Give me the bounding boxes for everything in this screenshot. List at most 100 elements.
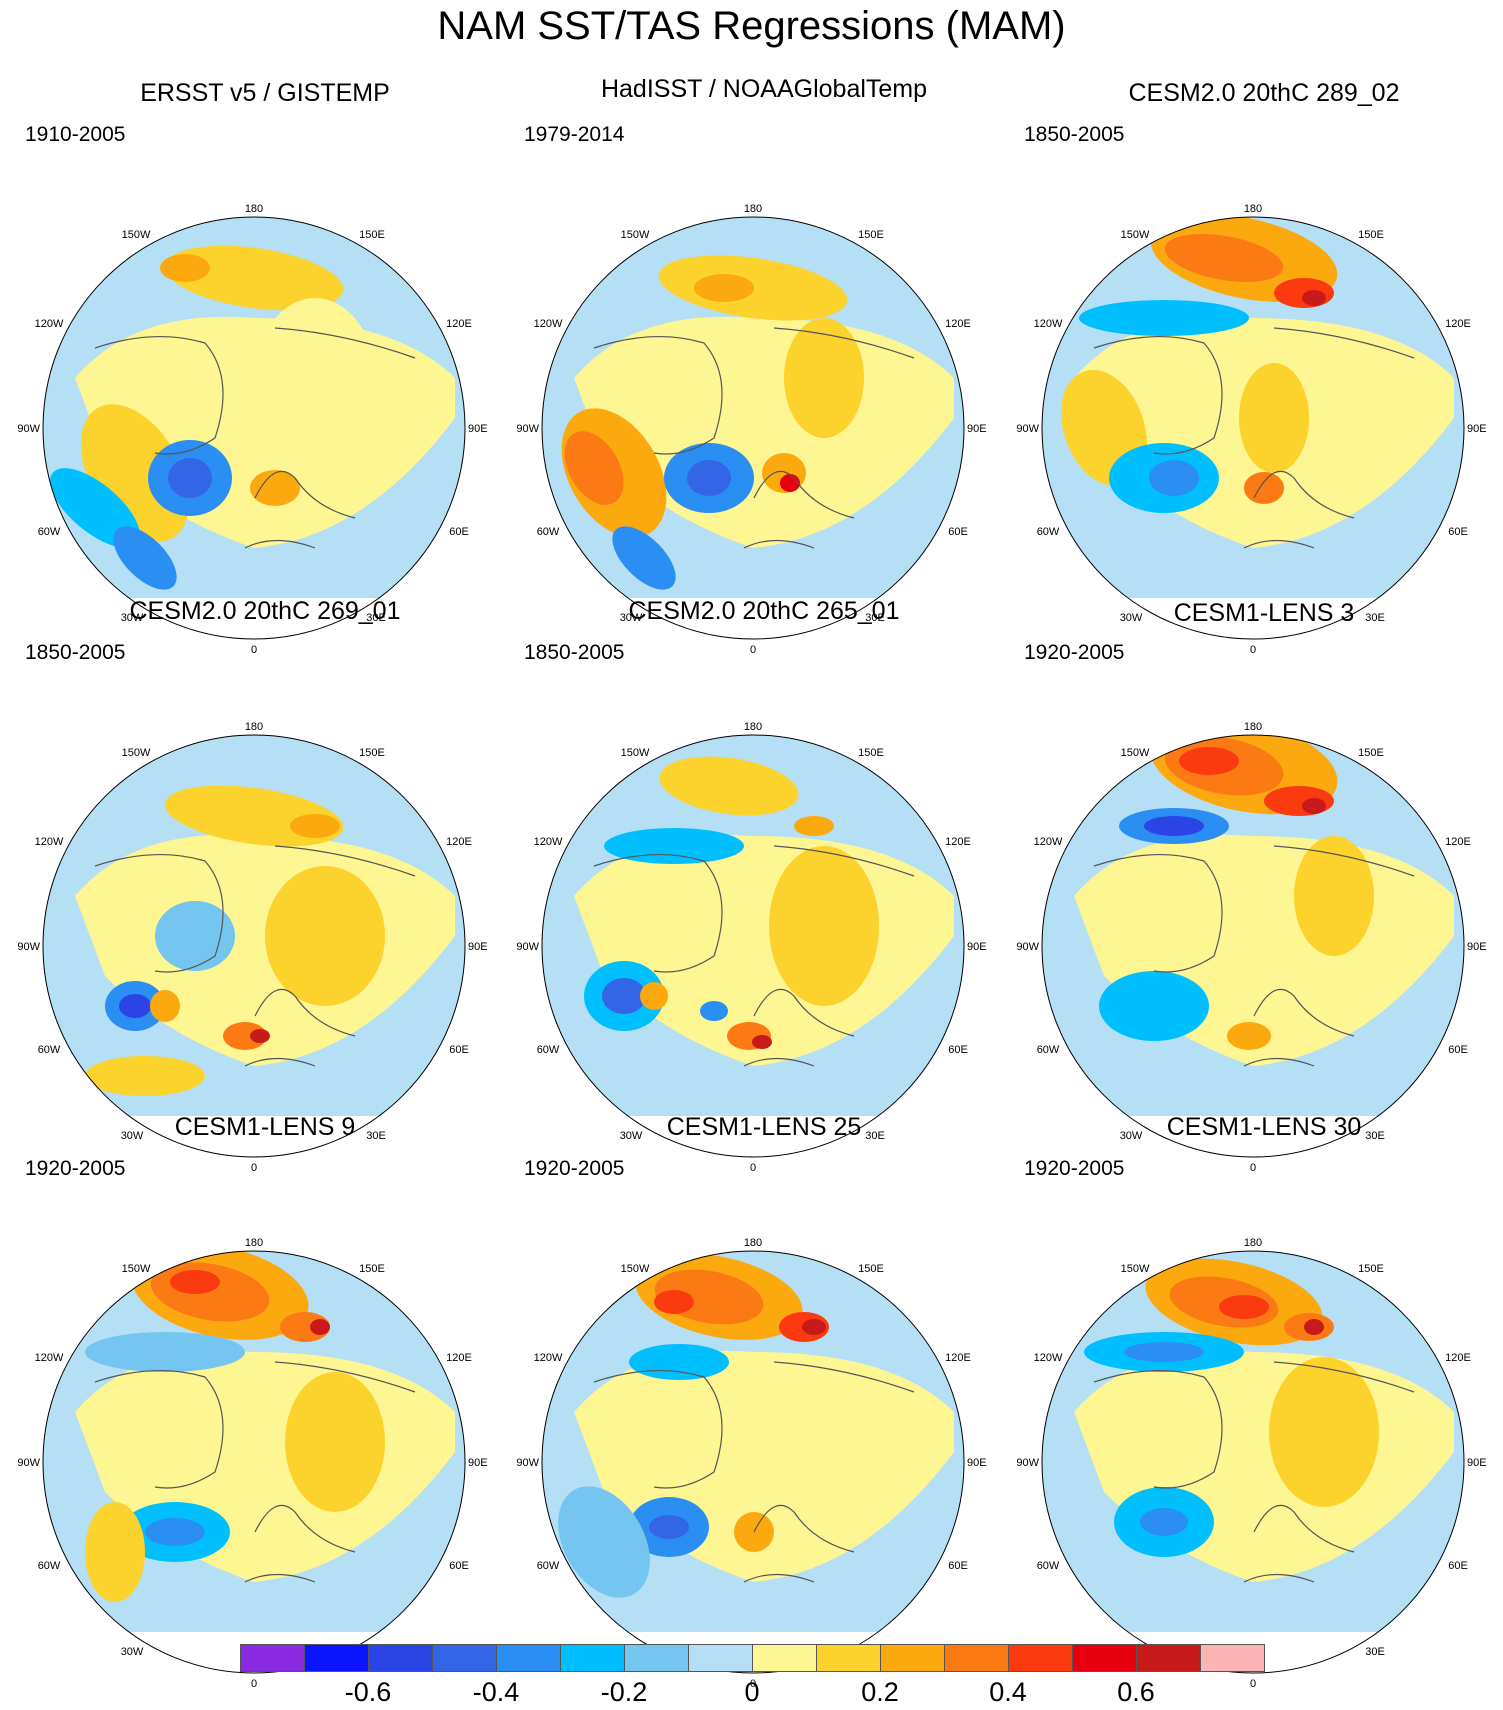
- colorbar-tick-label: 0.6: [1117, 1677, 1155, 1707]
- longitude-label: 90E: [468, 423, 488, 435]
- longitude-label: 90W: [17, 423, 40, 435]
- figure-title: NAM SST/TAS Regressions (MAM): [437, 4, 1066, 48]
- anomaly-region: [1179, 747, 1239, 775]
- longitude-label: 120E: [1445, 318, 1471, 330]
- map-border: [1041, 216, 1465, 640]
- map-panel: CESM2.0 20thC 269_01 1850-2005 180 0 150W 150…: [15, 596, 515, 1174]
- coastline: [94, 327, 416, 549]
- anomaly-region: [612, 526, 676, 590]
- map-panel: CESM1-LENS 30 1920-2005 180 0 150W 150E 120W 12…: [1014, 1112, 1503, 1690]
- anomaly-region: [1274, 278, 1334, 308]
- anomaly-region: [769, 846, 879, 1006]
- polar-map: 180 0 150W 150E 120W 120E 90W 90E 60W 60E 30W 30E: [17, 721, 487, 1174]
- map-panel: CESM1-LENS 9 1920-2005 180 0 150W 150E 120W 120…: [15, 1112, 515, 1690]
- panel-title: ERSST v5 / GISTEMP: [140, 79, 390, 107]
- panel-period: 1920-2005: [1024, 641, 1125, 664]
- map-border: [541, 1250, 965, 1674]
- longitude-label: 90E: [967, 941, 987, 953]
- coastline: [1093, 1361, 1415, 1583]
- longitude-label: 0: [750, 1678, 756, 1690]
- longitude-label: 60E: [1448, 1560, 1468, 1572]
- longitude-label: 90E: [468, 1457, 488, 1469]
- panel-period: 1850-2005: [1024, 123, 1125, 146]
- coastline: [1093, 845, 1415, 1067]
- map-border: [541, 216, 965, 640]
- colorbar-bin: [240, 1644, 305, 1672]
- anomaly-region: [649, 1515, 689, 1539]
- anomaly-region: [1149, 460, 1199, 496]
- longitude-label: 150E: [359, 1263, 385, 1275]
- anomaly-region: [1140, 1508, 1188, 1536]
- anomaly-region: [310, 1319, 330, 1335]
- anomaly-region: [802, 1319, 826, 1335]
- anomaly-region: [1164, 233, 1284, 283]
- longitude-label: 180: [744, 1237, 762, 1249]
- longitude-label: 0: [750, 644, 756, 656]
- longitude-label: 30W: [620, 1130, 643, 1142]
- longitude-label: 60W: [38, 526, 61, 538]
- longitude-label: 120W: [1034, 318, 1063, 330]
- anomaly-region: [1302, 290, 1326, 306]
- longitude-label: 120W: [534, 318, 563, 330]
- anomaly-region: [290, 814, 340, 838]
- longitude-label: 0: [251, 1678, 257, 1690]
- longitude-label: 90W: [1016, 423, 1039, 435]
- longitude-label: 150E: [858, 1263, 884, 1275]
- anomaly-region: [1099, 971, 1209, 1041]
- longitude-label: 150E: [1358, 1263, 1384, 1275]
- panel-period: 1850-2005: [25, 641, 126, 664]
- colorbar-bin: [752, 1644, 817, 1672]
- longitude-label: 180: [1244, 1237, 1262, 1249]
- anomaly-region: [752, 1035, 772, 1049]
- longitude-label: 150E: [1358, 229, 1384, 241]
- longitude-label: 60E: [449, 1044, 469, 1056]
- longitude-label: 150E: [359, 229, 385, 241]
- arctic-region: [1183, 846, 1323, 986]
- longitude-label: 150W: [621, 1263, 650, 1275]
- longitude-label: 60W: [537, 1044, 560, 1056]
- longitude-label: 30E: [1365, 1646, 1385, 1658]
- longitude-label: 30E: [1365, 612, 1385, 624]
- longitude-label: 120E: [1445, 836, 1471, 848]
- colorbar-bin: [688, 1644, 753, 1672]
- anomaly-region: [694, 274, 754, 302]
- longitude-label: 60E: [449, 1560, 469, 1572]
- anomaly-region: [1302, 798, 1326, 814]
- anomaly-region: [784, 318, 864, 438]
- map-panel: ERSST v5 / GISTEMP 1910-2005 180 0 150W 150E 1…: [15, 78, 515, 656]
- longitude-label: 150W: [122, 1263, 151, 1275]
- anomaly-region: [265, 866, 385, 1006]
- longitude-label: 120W: [35, 836, 64, 848]
- longitude-label: 60W: [1037, 1044, 1060, 1056]
- coastline: [94, 845, 416, 1067]
- anomaly-region: [1079, 300, 1249, 336]
- longitude-label: 60E: [1448, 526, 1468, 538]
- longitude-label: 180: [744, 203, 762, 215]
- colorbar-bin: [304, 1644, 369, 1672]
- map-panel: HadISST / NOAAGlobalTemp 1979-2014 180 0 150…: [514, 75, 1014, 656]
- panel-title: CESM2.0 20thC 269_01: [129, 597, 401, 625]
- longitude-label: 30W: [121, 1646, 144, 1658]
- coastline: [94, 1361, 416, 1583]
- longitude-label: 90W: [17, 1457, 40, 1469]
- longitude-label: 60W: [1037, 1560, 1060, 1572]
- anomaly-region: [168, 458, 212, 498]
- anomaly-region: [629, 1344, 729, 1380]
- colorbar-bin: [944, 1644, 1009, 1672]
- panel-period: 1979-2014: [524, 123, 625, 146]
- longitude-label: 30E: [366, 1130, 386, 1142]
- map-border: [1041, 734, 1465, 1158]
- anomaly-region: [654, 1290, 694, 1314]
- longitude-label: 0: [251, 644, 257, 656]
- map-border: [42, 734, 466, 1158]
- polar-map: 180 0 150W 150E 120W 120E 90W 90E 60W 60E 30W 30E: [516, 721, 987, 1174]
- coastline: [1093, 327, 1415, 549]
- anomaly-region: [1244, 472, 1284, 504]
- map-border: [541, 734, 965, 1158]
- anomaly-region: [659, 756, 799, 816]
- anomaly-region: [85, 1502, 145, 1602]
- anomaly-region: [1269, 1357, 1379, 1507]
- longitude-label: 90E: [1467, 423, 1487, 435]
- longitude-label: 60E: [948, 1560, 968, 1572]
- polar-map: 180 0 150W 150E 120W 120E 90W 90E 60W 60E 30W 30E: [516, 203, 986, 656]
